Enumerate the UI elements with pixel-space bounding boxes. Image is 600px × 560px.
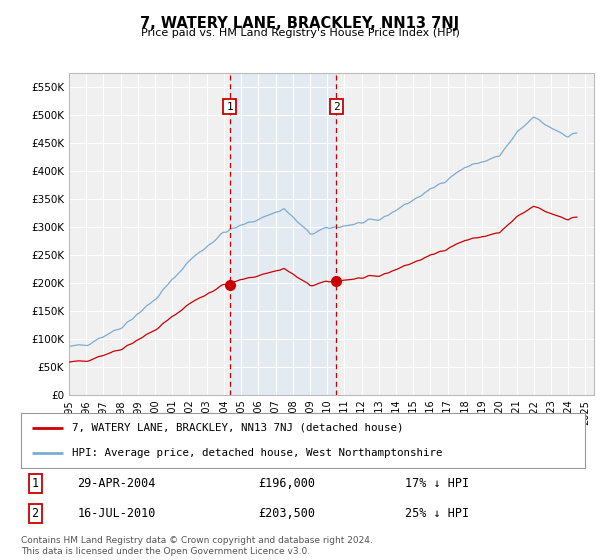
Text: 2: 2 xyxy=(32,507,38,520)
Text: 7, WATERY LANE, BRACKLEY, NN13 7NJ (detached house): 7, WATERY LANE, BRACKLEY, NN13 7NJ (deta… xyxy=(72,423,403,432)
Text: 7, WATERY LANE, BRACKLEY, NN13 7NJ: 7, WATERY LANE, BRACKLEY, NN13 7NJ xyxy=(140,16,460,31)
Text: 16-JUL-2010: 16-JUL-2010 xyxy=(77,507,156,520)
Text: 29-APR-2004: 29-APR-2004 xyxy=(77,477,156,490)
Text: 25% ↓ HPI: 25% ↓ HPI xyxy=(404,507,469,520)
Text: 1: 1 xyxy=(32,477,38,490)
Text: £203,500: £203,500 xyxy=(258,507,315,520)
Text: HPI: Average price, detached house, West Northamptonshire: HPI: Average price, detached house, West… xyxy=(72,448,442,458)
Text: 1: 1 xyxy=(226,101,233,111)
Bar xyxy=(230,73,337,395)
Text: £196,000: £196,000 xyxy=(258,477,315,490)
Text: Price paid vs. HM Land Registry's House Price Index (HPI): Price paid vs. HM Land Registry's House … xyxy=(140,28,460,38)
Text: 2: 2 xyxy=(333,101,340,111)
Text: 17% ↓ HPI: 17% ↓ HPI xyxy=(404,477,469,490)
Text: Contains HM Land Registry data © Crown copyright and database right 2024.
This d: Contains HM Land Registry data © Crown c… xyxy=(21,536,373,556)
